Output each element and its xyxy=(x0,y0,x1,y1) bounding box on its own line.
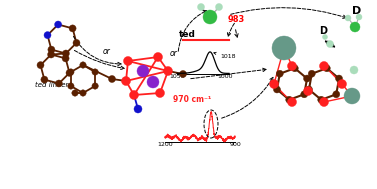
Circle shape xyxy=(130,91,138,99)
Circle shape xyxy=(55,80,62,87)
Circle shape xyxy=(301,91,308,98)
Circle shape xyxy=(164,67,173,75)
Circle shape xyxy=(322,35,328,40)
Circle shape xyxy=(270,80,279,88)
Circle shape xyxy=(44,32,51,39)
Circle shape xyxy=(68,83,74,89)
Circle shape xyxy=(291,65,298,72)
Circle shape xyxy=(345,15,351,21)
Circle shape xyxy=(80,90,86,96)
Circle shape xyxy=(147,76,159,88)
Text: D: D xyxy=(352,6,362,16)
Text: D: D xyxy=(319,26,327,36)
Circle shape xyxy=(137,65,149,77)
Circle shape xyxy=(48,46,55,53)
Circle shape xyxy=(303,87,313,95)
Circle shape xyxy=(72,90,78,96)
Circle shape xyxy=(318,96,325,103)
Circle shape xyxy=(153,53,162,61)
Circle shape xyxy=(350,66,358,74)
Circle shape xyxy=(80,62,86,68)
Circle shape xyxy=(109,75,115,83)
Circle shape xyxy=(92,83,98,89)
Circle shape xyxy=(326,40,334,47)
Circle shape xyxy=(62,50,69,57)
Circle shape xyxy=(62,55,69,62)
Circle shape xyxy=(216,4,222,11)
Circle shape xyxy=(344,88,360,104)
Text: 983: 983 xyxy=(228,15,245,23)
Circle shape xyxy=(273,86,280,93)
Circle shape xyxy=(308,70,315,77)
Circle shape xyxy=(350,22,360,32)
Circle shape xyxy=(55,21,61,28)
Circle shape xyxy=(37,62,44,69)
Circle shape xyxy=(198,4,204,11)
Circle shape xyxy=(48,51,55,58)
Circle shape xyxy=(41,76,48,83)
Circle shape xyxy=(155,88,164,98)
Circle shape xyxy=(73,39,80,46)
Circle shape xyxy=(288,61,296,70)
Circle shape xyxy=(303,75,311,82)
Circle shape xyxy=(336,75,343,82)
Circle shape xyxy=(319,98,328,106)
Circle shape xyxy=(179,70,187,77)
Circle shape xyxy=(286,96,293,103)
Text: 1018: 1018 xyxy=(214,52,236,59)
Circle shape xyxy=(288,98,296,106)
Circle shape xyxy=(272,36,296,60)
Circle shape xyxy=(337,80,346,88)
Text: ted linker: ted linker xyxy=(35,82,69,88)
Circle shape xyxy=(305,86,313,93)
Circle shape xyxy=(203,10,217,24)
Text: or: or xyxy=(170,50,178,59)
Circle shape xyxy=(124,57,132,66)
Circle shape xyxy=(121,77,130,85)
Circle shape xyxy=(66,69,73,76)
Circle shape xyxy=(323,65,330,72)
Circle shape xyxy=(69,25,76,32)
Text: 900: 900 xyxy=(229,142,241,146)
Circle shape xyxy=(356,14,362,20)
Text: 970 cm⁻¹: 970 cm⁻¹ xyxy=(173,94,211,104)
Circle shape xyxy=(92,69,98,75)
Text: 1000: 1000 xyxy=(217,74,233,79)
Text: or: or xyxy=(103,46,111,56)
Text: 1050: 1050 xyxy=(169,74,185,79)
Circle shape xyxy=(333,91,340,98)
Text: 1200: 1200 xyxy=(157,142,173,146)
Text: ted: ted xyxy=(179,30,196,39)
Circle shape xyxy=(276,70,283,77)
Circle shape xyxy=(68,69,74,75)
Circle shape xyxy=(319,61,328,70)
Circle shape xyxy=(134,105,142,113)
